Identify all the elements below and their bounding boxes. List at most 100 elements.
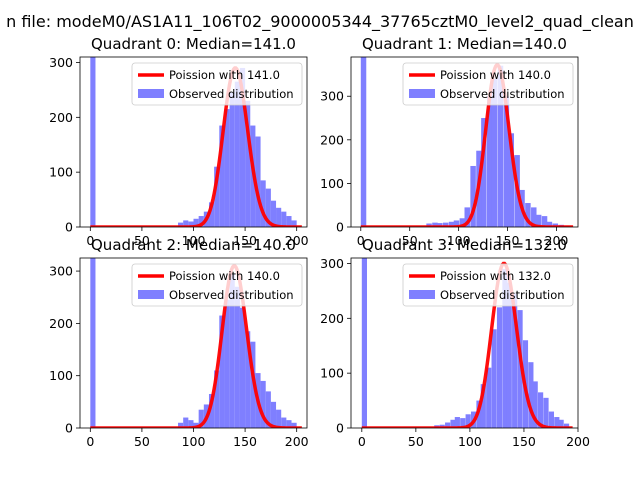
histogram-bar — [183, 417, 189, 428]
x-tick-label: 0 — [358, 434, 366, 449]
histogram-bar — [535, 214, 542, 227]
histogram-bar — [491, 329, 497, 428]
histogram-bar — [229, 92, 235, 227]
histogram-bar — [198, 409, 204, 428]
histogram-bar — [360, 57, 367, 227]
histogram-bar — [497, 65, 504, 227]
histogram-bar — [558, 419, 564, 428]
x-tick-label: 150 — [496, 233, 520, 248]
histogram-bar — [480, 384, 486, 428]
histogram-bar — [281, 211, 287, 227]
histogram-bar — [90, 258, 96, 428]
x-tick-label: 0 — [357, 233, 365, 248]
y-tick-label: 0 — [336, 421, 344, 436]
histogram-bar — [454, 417, 460, 428]
histogram-bar — [487, 96, 493, 227]
histogram-bar — [531, 207, 537, 227]
x-tick-label: 150 — [233, 233, 257, 248]
legend-observed-label: Observed distribution — [169, 288, 294, 302]
histogram-bar — [459, 218, 466, 227]
histogram-bar — [361, 258, 367, 428]
histogram-bar — [281, 417, 287, 428]
y-tick-label: 100 — [320, 366, 344, 381]
legend-observed-label: Observed distribution — [440, 288, 565, 302]
x-tick-label: 200 — [285, 434, 309, 449]
legend-box — [402, 62, 574, 106]
histogram-bar — [214, 370, 220, 428]
histogram-bar — [214, 166, 220, 227]
legend-observed-label: Observed distribution — [169, 87, 294, 101]
y-tick-label: 200 — [49, 316, 73, 331]
axes-frame — [350, 257, 579, 429]
y-tick-label: 0 — [65, 421, 73, 436]
y-tick-label: 0 — [65, 220, 73, 235]
histogram-bar — [481, 118, 487, 227]
histogram-bar — [193, 218, 199, 227]
legend-observed-swatch — [409, 89, 435, 98]
subplot-title: Quadrant 2: Median=140.0 — [91, 236, 296, 254]
x-tick-label: 150 — [512, 434, 536, 449]
x-tick-label: 100 — [182, 233, 206, 248]
x-tick-label: 200 — [285, 233, 309, 248]
histogram-bar — [506, 282, 512, 428]
histogram-bar — [525, 203, 531, 227]
x-tick-label: 150 — [233, 434, 257, 449]
histogram-bar — [265, 188, 271, 227]
histogram-bar — [538, 392, 544, 428]
histogram-bar — [219, 125, 225, 227]
subplot-grid: Quadrant 0: Median=141.0 0 50 100 150 200 0 100… — [49, 35, 590, 449]
histogram-bar — [178, 422, 184, 428]
x-tick-label: 200 — [566, 434, 590, 449]
legend-box — [402, 263, 574, 307]
histogram-bar — [239, 67, 246, 227]
histogram-bar — [503, 96, 510, 227]
legend-fit-label: Poission with 140.0 — [169, 269, 280, 283]
legend-observed-swatch — [409, 290, 435, 299]
histogram-bar — [512, 293, 518, 428]
figure-suptitle: n file: modeM0/AS1A11_106T02_9000005344_… — [6, 12, 634, 32]
legend: Poission with 140.0 Observed distribution — [402, 62, 574, 106]
histogram-bar — [491, 78, 498, 227]
histogram-bar — [245, 331, 251, 428]
histogram-bar — [224, 299, 230, 428]
x-tick-label: 50 — [134, 434, 150, 449]
histogram-bar — [260, 380, 266, 428]
histogram-bar — [286, 420, 292, 428]
y-tick-label: 200 — [49, 110, 73, 125]
poisson-fit-line — [90, 66, 302, 227]
histogram-bar — [528, 362, 534, 428]
subplot-title: Quadrant 3: Median=132.0 — [362, 236, 567, 254]
histogram-bar — [548, 411, 555, 428]
x-tick-label: 50 — [408, 434, 424, 449]
poisson-fit-line — [90, 264, 302, 428]
histogram-bar — [234, 286, 240, 428]
histogram-bar — [239, 307, 246, 428]
legend-observed-label: Observed distribution — [440, 87, 565, 101]
legend-fit-label: Poission with 132.0 — [440, 269, 551, 283]
histogram-bar — [291, 422, 297, 428]
histogram-bar — [465, 414, 471, 428]
histogram-bar — [255, 136, 261, 227]
x-tick-label: 100 — [182, 434, 206, 449]
histogram-bar — [464, 207, 470, 227]
histogram-bar — [193, 422, 199, 428]
histogram-bar — [470, 165, 476, 227]
histogram-bar — [453, 220, 460, 227]
histogram-bar — [442, 222, 449, 227]
legend: Poission with 132.0 Observed distribution — [402, 263, 574, 307]
x-tick-label: 100 — [447, 233, 471, 248]
x-tick-label: 50 — [134, 233, 150, 248]
histogram-bar — [460, 418, 466, 428]
histogram-bar — [508, 133, 515, 227]
axes-frame — [350, 56, 579, 228]
y-tick-label: 0 — [336, 220, 344, 235]
histogram-bar — [486, 367, 492, 428]
histogram-bar — [563, 423, 570, 428]
histogram-bar — [229, 273, 235, 428]
x-tick-label: 100 — [458, 434, 482, 449]
subplot-quadrant-3: Quadrant 3: Median=132.00 50 100 150 2000100… — [320, 236, 590, 449]
histogram-bar — [445, 422, 451, 428]
x-tick-label: 0 — [86, 233, 94, 248]
histogram-bar — [270, 200, 277, 227]
